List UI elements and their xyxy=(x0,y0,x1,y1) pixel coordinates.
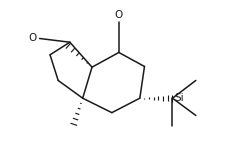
Text: O: O xyxy=(115,10,123,20)
Text: O: O xyxy=(29,34,37,43)
Text: Si: Si xyxy=(175,93,184,103)
